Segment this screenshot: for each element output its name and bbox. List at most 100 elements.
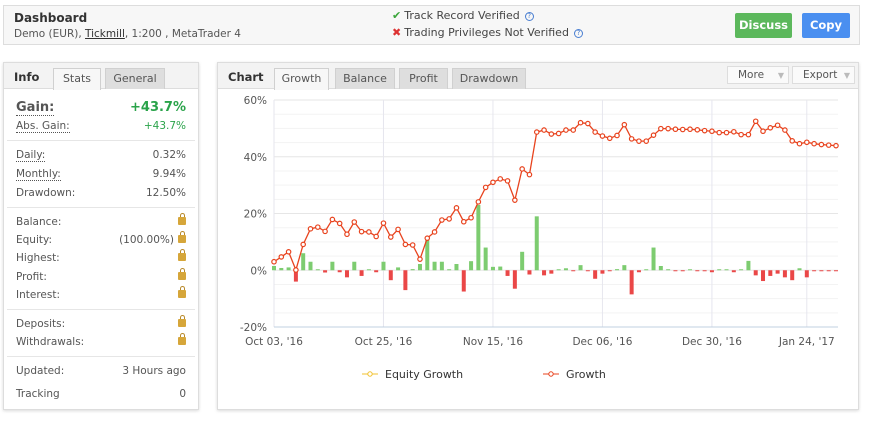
daily-bar (388, 270, 393, 281)
daily-bar (695, 270, 700, 272)
growth-point (285, 249, 292, 255)
profit-row: Profit: (16, 268, 186, 287)
daily-bar (476, 204, 481, 271)
updated-value: 3 Hours ago (122, 365, 186, 377)
daily-value: 0.32% (152, 149, 186, 161)
tab-general[interactable]: General (105, 68, 165, 89)
dropdown-arrow-icon: ▼ (777, 71, 784, 80)
growth-point (760, 128, 766, 135)
more-dropdown[interactable]: More ▼ (727, 66, 789, 84)
profit-label: Profit: (16, 271, 47, 283)
growth-point (314, 224, 321, 230)
daily-bar (549, 270, 554, 274)
legend-equity-label: Equity Growth (385, 368, 463, 381)
growth-point (439, 217, 445, 223)
tab-balance[interactable]: Balance (335, 68, 395, 89)
info-tabs: Info Stats General (4, 63, 198, 90)
profit-value (174, 268, 186, 283)
tab-stats[interactable]: Stats (53, 68, 101, 90)
growth-point (687, 126, 693, 133)
daily-bar (753, 270, 758, 276)
daily-bar (447, 269, 452, 271)
drawdown-label: Drawdown: (16, 187, 76, 199)
growth-point (475, 199, 482, 205)
daily-bar (454, 264, 459, 271)
daily-bar (724, 269, 729, 271)
divider (7, 140, 195, 141)
daily-bar (600, 270, 605, 274)
copy-button[interactable]: Copy (802, 13, 850, 38)
growth-point (789, 138, 796, 144)
account-summary: Demo (EUR), Tickmill, 1:200 , MetaTrader… (14, 28, 241, 40)
help-icon[interactable]: ? (573, 29, 583, 38)
gain-label[interactable]: Gain: (16, 100, 55, 116)
monthly-label[interactable]: Monthly: (16, 168, 61, 181)
growth-point (300, 241, 306, 248)
growth-point (293, 267, 299, 273)
growth-point (519, 166, 525, 172)
growth-point (614, 132, 620, 139)
deposits-value (174, 315, 186, 330)
growth-point (825, 142, 832, 148)
daily-bar (797, 268, 802, 271)
daily-bar (439, 261, 444, 271)
y-tick-label: 60% (244, 95, 267, 107)
growth-point (796, 140, 803, 147)
lock-icon (178, 213, 186, 225)
balance-row: Balance: (16, 213, 186, 232)
abs-gain-value: +43.7% (143, 120, 186, 132)
daily-bar (556, 269, 561, 271)
highest-label: Highest: (16, 252, 60, 264)
export-dropdown[interactable]: Export ▼ (792, 66, 855, 84)
account-details: , 1:200 , MetaTrader 4 (124, 28, 241, 40)
dashboard-header: Dashboard Demo (EUR), Tickmill, 1:200 , … (3, 5, 860, 45)
help-icon[interactable]: ? (524, 12, 534, 21)
growth-point (811, 140, 817, 147)
daily-bar (673, 270, 678, 272)
equity-value: (100.00%) (119, 231, 186, 246)
growth-point (555, 130, 562, 137)
growth-point (804, 139, 810, 146)
daily-row: Daily: 0.32% (16, 149, 186, 165)
drawdown-value: 12.50% (145, 187, 186, 199)
daily-bar (272, 265, 276, 271)
daily-bar (629, 270, 634, 295)
growth-point (278, 254, 285, 260)
growth-point (752, 118, 759, 125)
daily-bar (702, 270, 707, 272)
info-label: Info (14, 70, 40, 84)
growth-point (453, 205, 460, 211)
drawdown-row: Drawdown: 12.50% (16, 187, 186, 203)
daily-bar (344, 270, 349, 278)
daily-label[interactable]: Daily: (16, 149, 46, 162)
daily-bar (490, 266, 495, 271)
growth-point (723, 129, 730, 136)
lock-icon (178, 286, 186, 298)
abs-gain-label[interactable]: Abs. Gain: (16, 120, 70, 133)
daily-bar (615, 269, 620, 271)
tab-profit[interactable]: Profit (399, 68, 448, 89)
growth-point (358, 228, 365, 235)
x-tick-label: Jan 24, '17 (778, 336, 835, 348)
tab-drawdown[interactable]: Drawdown (452, 68, 526, 89)
lock-icon (178, 333, 186, 345)
growth-point (468, 214, 474, 221)
tab-growth[interactable]: Growth (274, 68, 329, 90)
y-tick-label: 40% (244, 152, 267, 164)
broker-link[interactable]: Tickmill (85, 28, 125, 40)
growth-point (373, 233, 379, 240)
daily-bar (396, 267, 401, 271)
growth-point (431, 229, 438, 235)
discuss-button[interactable]: Discuss (735, 13, 792, 38)
daily-bar (790, 270, 795, 281)
growth-point (818, 141, 825, 148)
growth-point (366, 229, 372, 235)
growth-point (658, 125, 664, 132)
daily-bar (483, 247, 488, 271)
growth-point (395, 226, 401, 233)
tracking-value: 0 (179, 388, 186, 400)
daily-bar (542, 270, 547, 276)
growth-point (424, 235, 431, 241)
balance-value (174, 213, 186, 228)
abs-gain-row: Abs. Gain: +43.7% (16, 120, 186, 136)
